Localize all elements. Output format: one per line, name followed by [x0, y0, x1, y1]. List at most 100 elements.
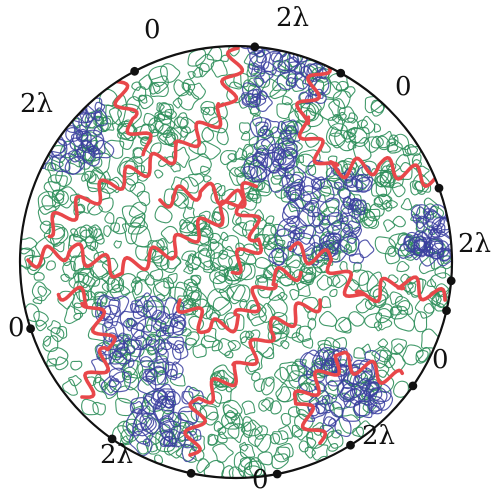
green-loop — [386, 141, 399, 153]
green-loop — [224, 268, 243, 285]
green-loop — [198, 62, 210, 78]
green-loop — [192, 214, 211, 232]
green-loop — [379, 349, 392, 361]
blue-loop — [131, 299, 145, 313]
green-loop — [137, 171, 149, 182]
boundary-point — [336, 68, 346, 78]
blue-loop — [170, 361, 184, 379]
blue-loop — [368, 387, 383, 401]
blue-loop — [321, 394, 331, 406]
green-loop — [159, 63, 181, 83]
green-loop — [98, 197, 114, 213]
blue-loop — [308, 234, 321, 249]
green-loop — [353, 347, 366, 359]
green-loop — [98, 379, 109, 391]
green-loop — [373, 123, 382, 133]
blue-loop — [133, 409, 153, 431]
blue-loop — [356, 176, 373, 192]
green-loop — [344, 86, 356, 98]
green-loop — [245, 359, 261, 375]
green-loop — [131, 278, 152, 303]
green-loop — [55, 356, 69, 371]
blue-loop — [423, 248, 434, 257]
green-loop — [392, 215, 406, 228]
boundary-label-6: 2λ — [362, 421, 395, 451]
green-loop — [351, 269, 370, 286]
red-interface-curve — [103, 66, 153, 157]
green-loop — [208, 232, 221, 245]
green-loop — [265, 376, 275, 387]
green-loop — [225, 382, 237, 393]
green-loop — [389, 291, 403, 305]
green-loop — [88, 226, 98, 238]
green-loop — [181, 250, 197, 265]
green-loop — [172, 412, 189, 430]
green-loop — [48, 223, 66, 240]
green-loop — [320, 296, 332, 309]
red-interface-curve — [295, 46, 449, 188]
green-loop — [388, 233, 411, 252]
blue-loop — [96, 344, 107, 355]
green-loop — [180, 126, 191, 138]
green-loop — [381, 199, 393, 212]
green-loop — [296, 280, 311, 297]
green-loop — [28, 255, 46, 272]
blue-loop — [294, 183, 304, 192]
blue-loop — [33, 117, 47, 130]
green-loop — [218, 284, 235, 302]
green-loop — [355, 298, 373, 314]
green-loop — [200, 100, 216, 116]
green-loop — [104, 211, 115, 224]
blue-loop — [119, 310, 147, 331]
blue-loop — [348, 253, 365, 264]
blue-loop — [92, 139, 115, 159]
blue-loop — [57, 110, 73, 124]
green-loop — [418, 255, 435, 275]
blue-loop — [279, 129, 292, 140]
green-loop — [218, 422, 240, 440]
blue-loop — [80, 140, 95, 154]
green-loop — [70, 255, 85, 272]
blue-loop — [94, 305, 112, 322]
blue-loop — [163, 431, 178, 447]
green-loop — [182, 78, 196, 96]
green-loop — [73, 196, 96, 214]
green-loop — [196, 458, 210, 474]
green-loop — [374, 236, 397, 255]
green-loop — [396, 300, 414, 315]
blue-loop — [126, 317, 136, 327]
green-loop — [68, 234, 88, 259]
blue-loop — [260, 50, 284, 73]
green-loop — [379, 165, 396, 184]
boundary-point — [272, 469, 282, 479]
green-loop — [117, 273, 137, 296]
green-loop — [331, 429, 342, 439]
green-loop — [228, 167, 246, 186]
blue-loop — [143, 299, 154, 313]
blue-loop — [349, 388, 362, 399]
green-loop — [377, 317, 393, 331]
green-loop — [187, 71, 196, 80]
blue-loop — [253, 77, 265, 89]
blue-loop — [35, 120, 61, 140]
blue-loop — [62, 99, 79, 115]
blue-loop — [154, 311, 173, 329]
green-loop — [366, 271, 387, 298]
green-loop — [262, 222, 277, 243]
blue-loop — [52, 102, 63, 113]
blue-loop — [281, 173, 304, 194]
green-loop — [57, 290, 75, 310]
blue-loop — [129, 400, 144, 414]
red-interface-curve — [26, 181, 258, 279]
green-loop — [117, 420, 140, 443]
green-loop — [209, 265, 229, 285]
green-loop — [291, 424, 303, 438]
green-loop — [288, 110, 300, 123]
green-loop — [190, 290, 208, 309]
green-loop — [84, 170, 97, 183]
red-interface-curves — [26, 46, 449, 457]
blue-loop — [109, 350, 128, 371]
blue-loop — [75, 148, 85, 158]
blue-loop — [340, 214, 361, 236]
green-loop — [338, 414, 361, 434]
